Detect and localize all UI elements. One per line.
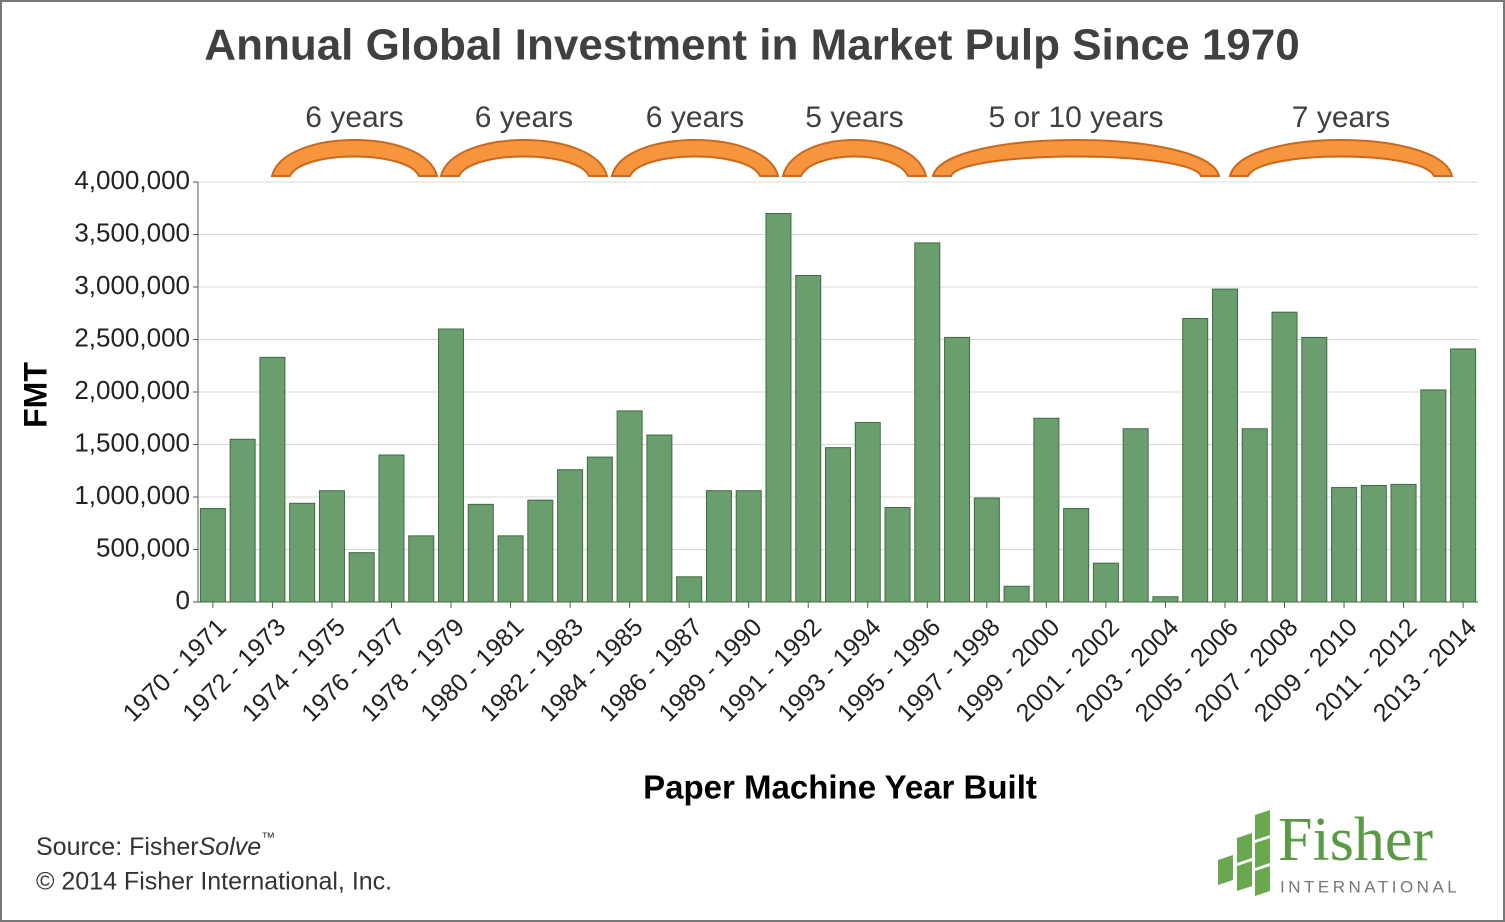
bar bbox=[1092, 562, 1119, 603]
bar bbox=[735, 490, 762, 603]
annotation-arc bbox=[1228, 139, 1454, 177]
bar bbox=[884, 507, 911, 603]
bar bbox=[824, 447, 852, 603]
annotation-arc bbox=[781, 139, 928, 177]
annotation-arc bbox=[931, 139, 1221, 177]
y-tick-label: 2,000,000 bbox=[74, 375, 190, 405]
source-mark: ™ bbox=[261, 829, 275, 845]
bar bbox=[1241, 428, 1268, 603]
bar bbox=[914, 242, 941, 603]
source-italic: Solve bbox=[199, 833, 262, 861]
y-axis-label: FMT bbox=[17, 362, 53, 428]
bar bbox=[586, 456, 613, 603]
bar bbox=[259, 356, 286, 603]
bar bbox=[318, 490, 345, 603]
bar bbox=[289, 502, 316, 603]
copyright: © 2014 Fisher International, Inc. bbox=[36, 868, 392, 896]
bar bbox=[1450, 348, 1477, 603]
bar bbox=[557, 469, 584, 603]
bar bbox=[378, 454, 405, 603]
bar bbox=[854, 421, 881, 603]
annotation-arc bbox=[270, 139, 439, 177]
bar bbox=[765, 213, 792, 603]
bar bbox=[229, 438, 256, 603]
bar bbox=[1182, 318, 1209, 603]
bar bbox=[1331, 487, 1358, 603]
y-tick-label: 3,500,000 bbox=[74, 217, 190, 247]
bar bbox=[1122, 428, 1149, 603]
annotation-label: 5 years bbox=[805, 101, 903, 134]
bar bbox=[1390, 483, 1417, 603]
bar bbox=[646, 434, 673, 603]
bar bbox=[1420, 389, 1447, 603]
bar bbox=[944, 336, 971, 603]
y-tick-label: 4,000,000 bbox=[74, 165, 190, 195]
bar bbox=[438, 328, 465, 603]
bar bbox=[973, 497, 1000, 603]
logo-sub: INTERNATIONAL bbox=[1280, 877, 1460, 896]
y-tick-label: 2,500,000 bbox=[74, 322, 190, 352]
bar bbox=[1033, 417, 1060, 603]
bar bbox=[199, 508, 226, 603]
bar bbox=[408, 535, 435, 603]
annotation-label: 6 years bbox=[646, 101, 744, 134]
bar bbox=[1003, 585, 1030, 603]
bar bbox=[1063, 508, 1090, 603]
bar bbox=[676, 576, 703, 603]
source: Source: FisherSolve™ bbox=[36, 829, 275, 861]
y-tick-label: 3,000,000 bbox=[74, 270, 190, 300]
bar bbox=[795, 274, 822, 603]
annotation-label: 6 years bbox=[305, 101, 403, 134]
annotation-label: 7 years bbox=[1292, 101, 1390, 134]
y-tick-label: 500,000 bbox=[96, 532, 190, 562]
bar bbox=[467, 503, 494, 603]
bar bbox=[1271, 311, 1298, 603]
y-tick-label: 1,000,000 bbox=[74, 480, 190, 510]
bar bbox=[348, 552, 375, 603]
annotation-arc bbox=[610, 139, 780, 177]
annotation-arc bbox=[439, 139, 609, 177]
logo-icon bbox=[1218, 810, 1270, 896]
y-tick-label: 0 bbox=[176, 585, 190, 615]
bar bbox=[705, 490, 732, 603]
bar bbox=[616, 410, 643, 603]
bar bbox=[497, 535, 524, 603]
bar bbox=[1360, 484, 1387, 603]
y-tick-label: 1,500,000 bbox=[74, 427, 190, 457]
chart-title: Annual Global Investment in Market Pulp … bbox=[204, 21, 1299, 70]
annotation-label: 5 or 10 years bbox=[988, 101, 1163, 134]
source-prefix: Source: Fisher bbox=[36, 833, 199, 861]
bar bbox=[1301, 336, 1328, 603]
bar bbox=[527, 499, 554, 603]
logo-name: Fisher bbox=[1278, 806, 1433, 874]
bar bbox=[1152, 596, 1179, 603]
x-axis-label: Paper Machine Year Built bbox=[643, 769, 1037, 806]
bar bbox=[1211, 288, 1238, 603]
annotation-label: 6 years bbox=[475, 101, 573, 134]
